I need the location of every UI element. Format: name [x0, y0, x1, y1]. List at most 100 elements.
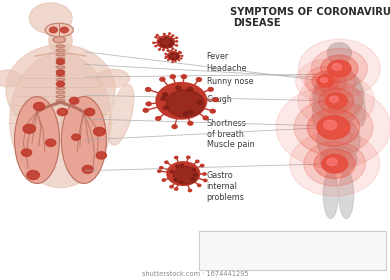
Circle shape [319, 88, 354, 113]
Circle shape [213, 98, 218, 102]
Text: Cough: Cough [207, 95, 232, 104]
Circle shape [204, 179, 207, 182]
Text: Gastro
internal
problems: Gastro internal problems [207, 171, 245, 202]
Text: shutterstock.com · 1674441295: shutterstock.com · 1674441295 [142, 271, 248, 277]
Circle shape [172, 62, 173, 63]
Circle shape [153, 42, 154, 43]
Circle shape [172, 35, 174, 36]
Circle shape [167, 162, 200, 185]
Circle shape [176, 86, 181, 90]
Ellipse shape [323, 171, 338, 218]
Text: Muscle pain: Muscle pain [207, 140, 254, 149]
Circle shape [155, 37, 157, 38]
Circle shape [183, 112, 188, 115]
Circle shape [21, 149, 32, 156]
Circle shape [182, 55, 183, 56]
Circle shape [174, 188, 178, 190]
Circle shape [322, 155, 347, 173]
Circle shape [169, 57, 170, 58]
Circle shape [188, 88, 193, 91]
Circle shape [172, 48, 174, 49]
Ellipse shape [96, 69, 129, 87]
Circle shape [176, 54, 177, 55]
Circle shape [156, 83, 207, 119]
Circle shape [170, 53, 179, 60]
Circle shape [307, 109, 360, 146]
Circle shape [163, 49, 164, 50]
Ellipse shape [62, 97, 106, 183]
Text: Runny nose: Runny nose [207, 77, 253, 86]
Text: Lorem ipsum dolor sit amet, consectetur adipiscing elit,
sed do eiusmod tempor i: Lorem ipsum dolor sit amet, consectetur … [204, 236, 349, 266]
Circle shape [169, 33, 170, 34]
Circle shape [314, 149, 355, 179]
Circle shape [317, 116, 350, 139]
Circle shape [168, 52, 179, 60]
Text: SYMPTOMS OF CORONAVIRUS: SYMPTOMS OF CORONAVIRUS [230, 7, 390, 17]
Ellipse shape [10, 53, 111, 188]
Circle shape [171, 53, 172, 54]
Circle shape [146, 102, 151, 106]
Circle shape [312, 71, 339, 91]
Circle shape [181, 164, 184, 166]
Circle shape [50, 27, 57, 33]
Circle shape [57, 59, 64, 64]
Circle shape [196, 160, 199, 163]
Ellipse shape [313, 69, 364, 125]
Circle shape [169, 45, 171, 46]
Circle shape [169, 55, 170, 56]
Circle shape [328, 60, 351, 77]
Circle shape [177, 56, 178, 57]
Circle shape [85, 108, 95, 116]
Ellipse shape [339, 171, 354, 218]
Circle shape [23, 124, 35, 133]
Ellipse shape [14, 97, 59, 183]
Circle shape [159, 41, 160, 42]
Circle shape [166, 90, 204, 117]
Circle shape [94, 127, 105, 136]
Ellipse shape [320, 146, 357, 173]
Circle shape [167, 50, 169, 51]
Circle shape [191, 178, 194, 180]
Circle shape [324, 120, 337, 130]
Circle shape [170, 171, 174, 173]
Circle shape [192, 168, 195, 171]
Circle shape [155, 45, 156, 47]
Ellipse shape [313, 81, 325, 126]
Circle shape [298, 73, 374, 128]
Circle shape [157, 36, 174, 48]
Circle shape [161, 38, 174, 48]
Circle shape [187, 156, 190, 158]
Circle shape [197, 101, 202, 104]
Circle shape [276, 86, 390, 169]
Ellipse shape [108, 85, 134, 145]
Circle shape [96, 152, 106, 159]
Circle shape [210, 109, 215, 113]
FancyBboxPatch shape [199, 231, 386, 270]
Circle shape [311, 48, 367, 89]
Circle shape [179, 181, 183, 183]
Circle shape [158, 49, 160, 50]
Circle shape [317, 75, 334, 87]
Circle shape [175, 157, 178, 159]
Ellipse shape [49, 28, 72, 53]
Circle shape [165, 56, 167, 57]
Circle shape [165, 161, 168, 164]
Circle shape [162, 179, 165, 181]
Circle shape [156, 34, 158, 36]
Circle shape [163, 33, 165, 35]
Circle shape [203, 173, 206, 175]
Circle shape [174, 167, 198, 184]
Circle shape [321, 55, 358, 82]
Circle shape [174, 179, 177, 181]
Circle shape [193, 174, 197, 176]
Circle shape [327, 158, 337, 166]
Text: Headache: Headache [207, 64, 247, 73]
Text: Shortness
of breath: Shortness of breath [207, 119, 246, 139]
Circle shape [176, 45, 177, 46]
Circle shape [180, 52, 181, 53]
Circle shape [60, 27, 68, 33]
Circle shape [289, 132, 380, 196]
Circle shape [72, 134, 80, 140]
Circle shape [69, 97, 79, 104]
Circle shape [176, 37, 177, 38]
